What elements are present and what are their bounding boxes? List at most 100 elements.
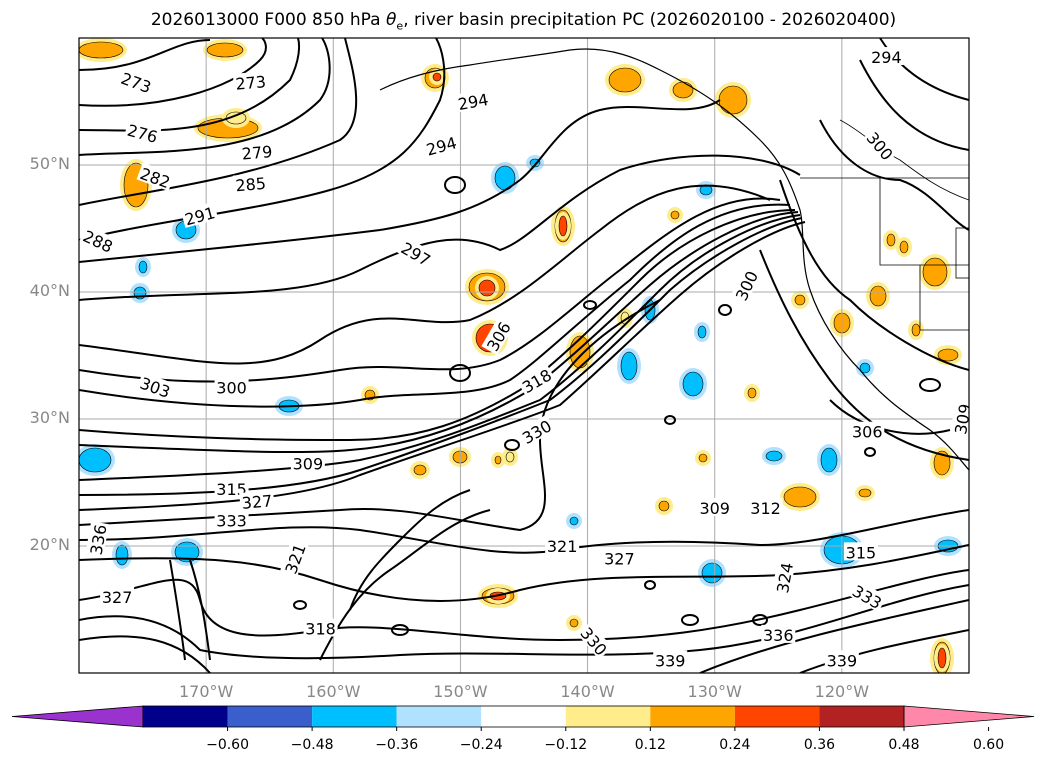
precip-area <box>432 72 442 82</box>
contour-label-bg <box>516 363 556 397</box>
precip-area <box>478 279 496 297</box>
contour-label: 279 <box>241 142 273 164</box>
colorbar-label: −0.36 <box>375 737 419 753</box>
theta-e-contours <box>79 38 969 673</box>
contour-line <box>79 184 771 365</box>
contour-label-bg <box>180 201 219 228</box>
contour-label-bg <box>771 559 796 596</box>
contour-line <box>79 38 358 206</box>
contour-label-bg <box>869 47 904 66</box>
title-theta-sub: e <box>396 19 404 33</box>
contour-label: 294 <box>871 48 902 67</box>
precip-area <box>911 323 921 337</box>
precip-area <box>718 85 748 115</box>
closed-contour <box>718 304 732 316</box>
contour-label-bg <box>730 266 761 305</box>
contour-line <box>79 203 791 408</box>
contour-line <box>859 59 969 151</box>
colorbar-label: 0.48 <box>888 737 920 753</box>
border-path <box>839 119 969 201</box>
contour-label: 315 <box>846 543 877 562</box>
colorbar-label: 0.60 <box>972 737 1005 753</box>
precip-area <box>820 447 838 473</box>
precip-area <box>858 488 872 498</box>
contour-label: 309 <box>951 402 975 435</box>
precip-area <box>569 516 579 526</box>
colorbar-segment <box>396 706 482 727</box>
precip-area <box>933 450 951 476</box>
contour-line <box>819 119 969 231</box>
contour-label: 309 <box>293 454 324 473</box>
contour-label: 336 <box>763 626 794 645</box>
contour-label: 327 <box>604 550 635 569</box>
graticule <box>79 38 969 673</box>
contour-line <box>169 559 186 661</box>
contour-line <box>79 544 969 602</box>
colorbar-frame <box>142 705 905 728</box>
contour-label-bg <box>653 650 688 669</box>
closed-contour <box>752 614 768 626</box>
contour-line <box>79 217 803 496</box>
contour-label-bg <box>214 478 249 497</box>
contour-label-bg <box>397 236 436 270</box>
border-path <box>800 177 969 331</box>
contour-label-bg <box>79 224 118 256</box>
colorbar-segment <box>819 706 904 727</box>
contour-label: 339 <box>827 651 858 670</box>
precip-area <box>697 325 707 339</box>
contour-label-bg <box>454 88 492 113</box>
contour-line <box>79 154 801 301</box>
contour-line <box>79 635 211 673</box>
contour-label: 306 <box>852 423 883 442</box>
contour-label-bg <box>481 316 514 356</box>
closed-contour <box>644 580 656 590</box>
closed-contour <box>664 415 676 425</box>
precip-area <box>206 42 244 58</box>
precip-area <box>505 451 515 463</box>
contour-label: 300 <box>216 378 247 397</box>
precip-area <box>701 562 723 584</box>
colorbar-segment <box>227 706 313 727</box>
colorbar-segment <box>481 706 566 727</box>
title-suffix: , river basin precipitation PC (20260201… <box>403 10 897 30</box>
contour-label-bg <box>697 497 732 516</box>
contour-line <box>759 249 969 461</box>
closed-contour <box>681 614 699 626</box>
contour-label-bg <box>422 131 460 159</box>
precip-area <box>869 285 887 307</box>
coastlines <box>379 48 969 471</box>
contour-label-bg <box>239 140 275 162</box>
contour-label-bg <box>949 400 969 438</box>
precip-area <box>494 455 502 465</box>
contour-label-bg <box>848 579 888 613</box>
contour-label-bg <box>850 421 885 440</box>
contour-line <box>779 179 969 371</box>
contour-line <box>79 99 721 263</box>
precip-area <box>79 41 124 59</box>
precip-area <box>937 348 959 362</box>
title-theta: θ <box>386 10 397 30</box>
contour-label: 273 <box>235 72 267 94</box>
precip-area <box>783 486 817 508</box>
closed-contour <box>919 378 941 392</box>
contour-line <box>189 559 211 661</box>
title-prefix: 2026013000 F000 850 hPa <box>150 10 386 30</box>
coastline-path <box>379 48 969 471</box>
precip-area <box>899 240 909 254</box>
contour-label-bg <box>843 542 878 561</box>
contour-label-bg <box>602 548 637 567</box>
contour-label-bg <box>239 490 275 512</box>
precip-area <box>682 371 704 397</box>
precip-area <box>225 111 247 125</box>
contour-label: 309 <box>699 499 730 518</box>
colorbar <box>11 705 1035 731</box>
contour-label-bg <box>214 510 249 529</box>
precip-area <box>747 387 757 399</box>
precip-area <box>620 351 638 381</box>
contour-label-bg <box>117 67 156 96</box>
contour-line <box>829 399 951 435</box>
precip-area <box>670 210 680 220</box>
precip-area <box>886 233 896 247</box>
colorbar-segment <box>734 706 820 727</box>
